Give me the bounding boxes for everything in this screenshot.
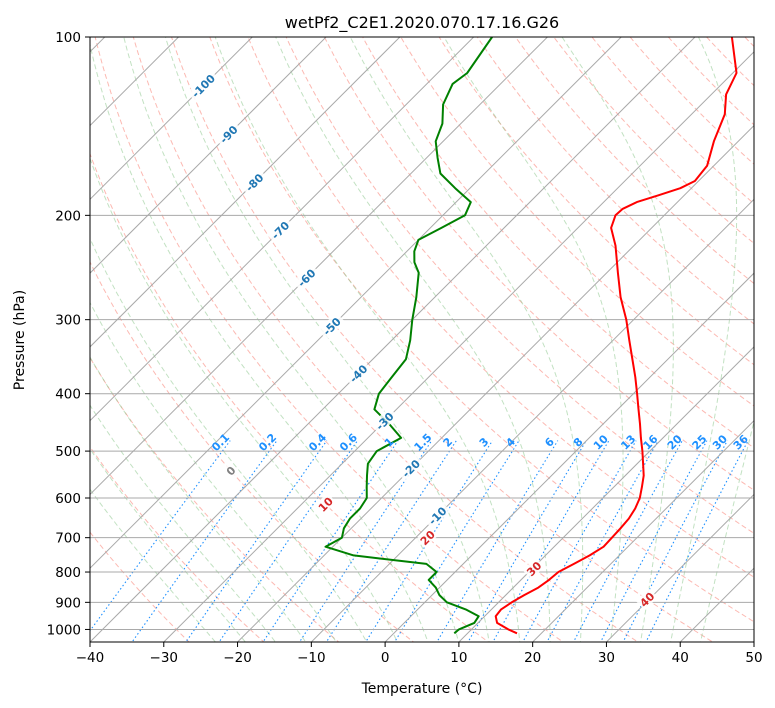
isotherm-line	[384, 272, 754, 642]
isotherm-line	[90, 37, 327, 274]
dry-adiabat-line	[132, 37, 639, 642]
dry-adiabat-label-backdrop	[314, 492, 337, 516]
isotherm-line	[458, 346, 754, 642]
dry-adiabat-line	[591, 37, 754, 205]
isotherm-line	[90, 37, 254, 201]
isotherm-line	[90, 37, 401, 348]
dry-adiabat-line	[362, 37, 754, 449]
dry-adiabat-line	[323, 37, 754, 491]
isotherm-line	[163, 51, 754, 642]
x-tick-label: −10	[297, 650, 326, 666]
dry-adiabat-label-backdrop	[635, 588, 658, 611]
dry-adiabat-line	[90, 446, 265, 642]
isotherm-label-backdrop	[396, 454, 425, 482]
y-axis-label: Pressure (hPa)	[12, 290, 28, 390]
mixing-ratio-line	[467, 440, 587, 642]
dry-adiabat-line	[285, 37, 754, 534]
mixing-ratio-line	[522, 440, 637, 642]
x-tick-label: −20	[223, 650, 252, 666]
mixing-ratio-line	[218, 440, 358, 642]
dry-adiabat-label-backdrop	[416, 526, 439, 549]
isotherm-line	[236, 124, 754, 642]
plot-frame	[89, 36, 755, 643]
isotherm-label-backdrop	[317, 312, 346, 340]
y-tick-label: 800	[55, 565, 81, 581]
dry-adiabat-label-backdrop	[522, 557, 545, 580]
isotherm-label-backdrop	[292, 263, 320, 292]
dry-adiabat-line	[171, 37, 714, 642]
x-tick-label: −30	[150, 650, 179, 666]
isotherm-label-backdrop	[240, 168, 268, 196]
x-tick-label: 0	[381, 650, 390, 666]
x-tick-label: 30	[598, 650, 615, 666]
y-tick-label: 700	[55, 531, 81, 547]
isotherm-label-backdrop	[423, 501, 451, 530]
dry-adiabat-line	[514, 37, 754, 285]
dry-adiabat-line	[400, 37, 754, 407]
moist-adiabat-line	[561, 37, 674, 642]
dry-adiabat-label-group: 0	[221, 461, 240, 480]
isotherm-label-backdrop	[370, 407, 398, 435]
moist-adiabat-line	[214, 37, 521, 642]
plot-grid	[90, 37, 754, 642]
dry-adiabat-line	[90, 152, 490, 642]
x-tick-label: 40	[672, 650, 689, 666]
isotherm-line	[90, 37, 475, 422]
y-tick-label: 100	[55, 30, 81, 46]
chart-title: wetPf2_C2E1.2020.070.17.16.G26	[285, 13, 559, 33]
dry-adiabat-line	[90, 260, 415, 642]
y-tick-label: 500	[55, 444, 81, 460]
x-tick-label: 10	[450, 650, 467, 666]
isotherm-label-backdrop	[266, 216, 294, 244]
x-tick-label: −40	[76, 650, 105, 666]
y-tick-label: 1000	[47, 622, 81, 638]
x-tick-label: 50	[745, 650, 762, 666]
y-tick-label: 600	[55, 491, 81, 507]
isotherm-label-backdrop	[214, 120, 242, 148]
temperature-profile-line	[494, 37, 738, 635]
axis-ticks: −40 −30 −20 −10 0 10 20 30 40 50 100 200 300 400 500 60…	[47, 30, 763, 666]
dry-adiabat-line	[94, 37, 564, 642]
isotherm-line	[90, 37, 549, 496]
isotherm-label-backdrop	[186, 69, 220, 102]
y-tick-label: 200	[55, 208, 81, 224]
mixing-ratio-line	[185, 440, 328, 642]
y-tick-label: 400	[55, 387, 81, 403]
dry-adiabat-line	[247, 37, 754, 578]
dry-adiabat-label-backdrop	[221, 461, 240, 480]
y-tick-label: 900	[55, 595, 81, 611]
x-tick-label: 20	[524, 650, 541, 666]
isotherm-line	[605, 493, 754, 642]
mixing-ratio-line	[600, 440, 708, 642]
x-axis-label: Temperature (°C)	[361, 681, 483, 697]
mixing-ratio-line	[572, 440, 683, 642]
dry-adiabat-line	[90, 531, 190, 642]
mixing-ratio-line	[492, 440, 610, 642]
moist-adiabat-line	[670, 37, 738, 642]
mixing-ratio-line	[546, 440, 659, 642]
dry-adiabat-line	[209, 37, 754, 623]
mixing-ratio-line	[90, 440, 231, 632]
isotherm-line	[531, 419, 754, 642]
mixing-ratio-line	[436, 440, 559, 642]
isotherm-line	[90, 37, 696, 642]
isotherm-line	[310, 198, 754, 642]
isotherm-line	[90, 37, 180, 127]
isotherm-label-backdrop	[344, 359, 372, 387]
y-tick-label: 300	[55, 313, 81, 329]
